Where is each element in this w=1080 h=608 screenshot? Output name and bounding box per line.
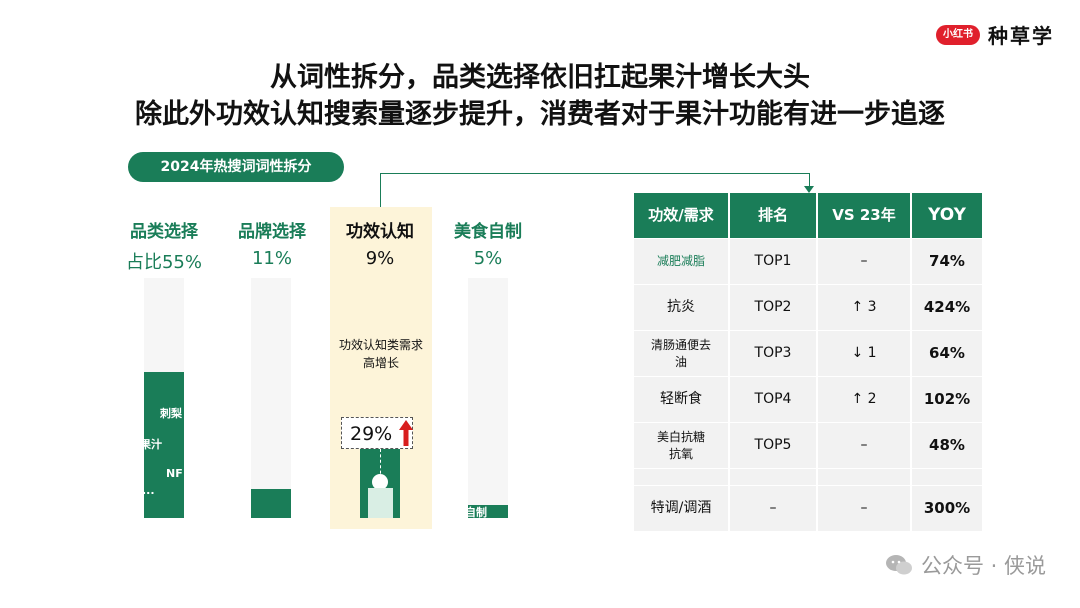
table-row: 特调/调酒 – – 300% xyxy=(634,486,982,532)
rank-cell: – xyxy=(730,486,818,531)
bar-inner-label: ... xyxy=(142,484,155,497)
watermark: 公众号 · 侠说 xyxy=(885,550,1046,580)
brand: 小红书 种草学 xyxy=(936,20,1054,49)
rank-cell: TOP2 xyxy=(730,285,818,330)
table-spacer-row xyxy=(634,469,982,486)
efficacy-table: 功效/需求 排名 VS 23年 YOY 减肥减脂 TOP1 – 74% 抗炎 T… xyxy=(634,193,982,532)
category-value: 11% xyxy=(251,248,292,269)
header-cell: YOY xyxy=(912,193,982,238)
connector-line xyxy=(380,173,810,174)
vs-cell: ↑ 2 xyxy=(818,377,912,422)
wechat-icon xyxy=(885,555,912,575)
vs-cell: ↑ 3 xyxy=(818,285,912,330)
rank-cell: TOP5 xyxy=(730,423,818,468)
brand-name: 种草学 xyxy=(988,24,1054,48)
vs-cell: ↓ 1 xyxy=(818,331,912,376)
yoy-cell: 424% xyxy=(912,285,982,330)
yoy-cell: 74% xyxy=(912,239,982,284)
need-cell: 轻断食 xyxy=(634,377,730,422)
rank-cell: TOP4 xyxy=(730,377,818,422)
bar-inner-label: 自制 xyxy=(465,506,487,519)
header-cell: 排名 xyxy=(730,193,818,238)
marker-dot xyxy=(372,474,388,490)
bar-meishi xyxy=(468,505,508,518)
rank-cell: TOP1 xyxy=(730,239,818,284)
annotation-text: 功效认知类需求高增长 xyxy=(338,338,423,370)
yoy-cell: 300% xyxy=(912,486,982,531)
bar-pinlei xyxy=(144,372,184,518)
table-row: 清肠通便去油 TOP3 ↓ 1 64% xyxy=(634,331,982,377)
need-cell: 美白抗糖抗氧 xyxy=(634,423,730,468)
category-value: 9% xyxy=(365,248,395,269)
bar-pinpai xyxy=(251,489,291,518)
dashed-guide xyxy=(380,449,381,479)
need-cell: 清肠通便去油 xyxy=(634,331,730,376)
growth-badge: 29% xyxy=(341,417,413,449)
category-label: 品牌选择 xyxy=(238,222,306,242)
page-subtitle: 除此外功效认知搜索量逐步提升，消费者对于果汁功能有进一步追逐 xyxy=(135,99,945,130)
bar-inner-label: NF xyxy=(166,467,183,480)
watermark-text: 公众号 · 侠说 xyxy=(920,554,1046,578)
bar-inner-label: 刺梨 xyxy=(160,407,182,420)
inner-bar xyxy=(368,488,393,518)
connector-line xyxy=(809,173,810,187)
vs-cell: – xyxy=(818,486,912,531)
page-title: 从词性拆分，品类选择依旧扛起果汁增长大头 xyxy=(270,62,810,93)
need-cell: 抗炎 xyxy=(634,285,730,330)
category-value: 5% xyxy=(473,248,503,269)
table-row: 减肥减脂 TOP1 – 74% xyxy=(634,239,982,285)
header-cell: 功效/需求 xyxy=(634,193,730,238)
yoy-cell: 102% xyxy=(912,377,982,422)
up-arrow-icon xyxy=(399,420,413,446)
bar-track xyxy=(468,278,508,518)
rank-cell: TOP3 xyxy=(730,331,818,376)
category-label: 品类选择 xyxy=(130,222,198,242)
header-cell: VS 23年 xyxy=(818,193,912,238)
connector-arrow-icon xyxy=(804,186,814,193)
connector-line xyxy=(380,173,381,208)
growth-value: 29% xyxy=(350,423,393,445)
category-label: 美食自制 xyxy=(454,222,522,242)
category-label: 功效认知 xyxy=(346,222,414,242)
vs-cell: – xyxy=(818,239,912,284)
table-row: 抗炎 TOP2 ↑ 3 424% xyxy=(634,285,982,331)
category-value: 占比55% xyxy=(125,252,202,273)
bar-inner-label: 果汁 xyxy=(140,438,162,451)
section-pill: 2024年热搜词词性拆分 xyxy=(128,152,344,182)
need-cell: 特调/调酒 xyxy=(634,486,730,531)
vs-cell: – xyxy=(818,423,912,468)
yoy-cell: 64% xyxy=(912,331,982,376)
brand-logo: 小红书 xyxy=(936,24,980,45)
need-cell: 减肥减脂 xyxy=(634,239,730,284)
bar-track xyxy=(251,278,291,518)
table-row: 美白抗糖抗氧 TOP5 – 48% xyxy=(634,423,982,469)
yoy-cell: 48% xyxy=(912,423,982,468)
table-header: 功效/需求 排名 VS 23年 YOY xyxy=(634,193,982,239)
table-row: 轻断食 TOP4 ↑ 2 102% xyxy=(634,377,982,423)
